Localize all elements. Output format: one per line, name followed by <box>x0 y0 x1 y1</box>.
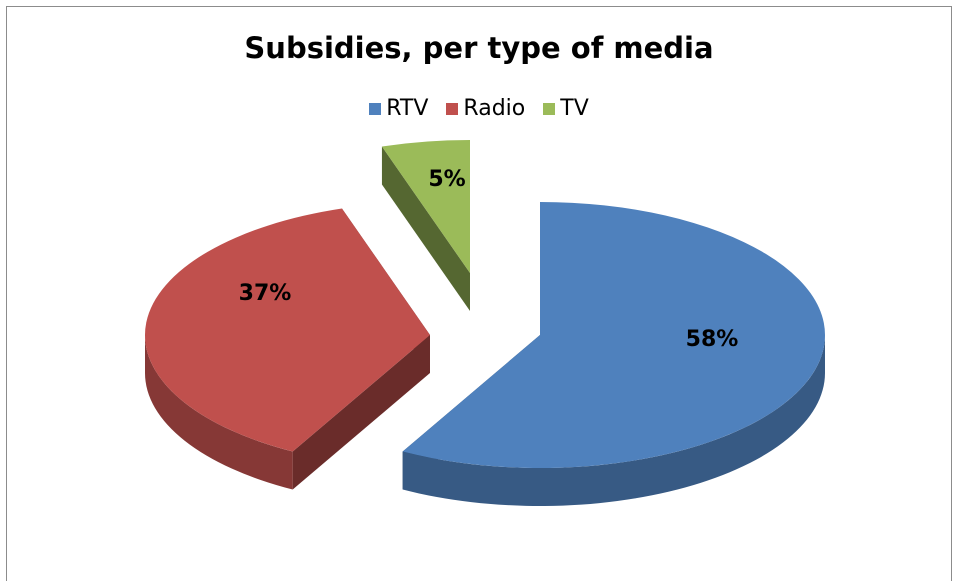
data-label-radio: 37% <box>239 281 292 306</box>
pie-slice-tv-top <box>382 140 470 273</box>
pie-slice-radio <box>145 209 430 490</box>
data-label-tv: 5% <box>428 167 465 192</box>
data-label-rtv: 58% <box>686 327 739 352</box>
